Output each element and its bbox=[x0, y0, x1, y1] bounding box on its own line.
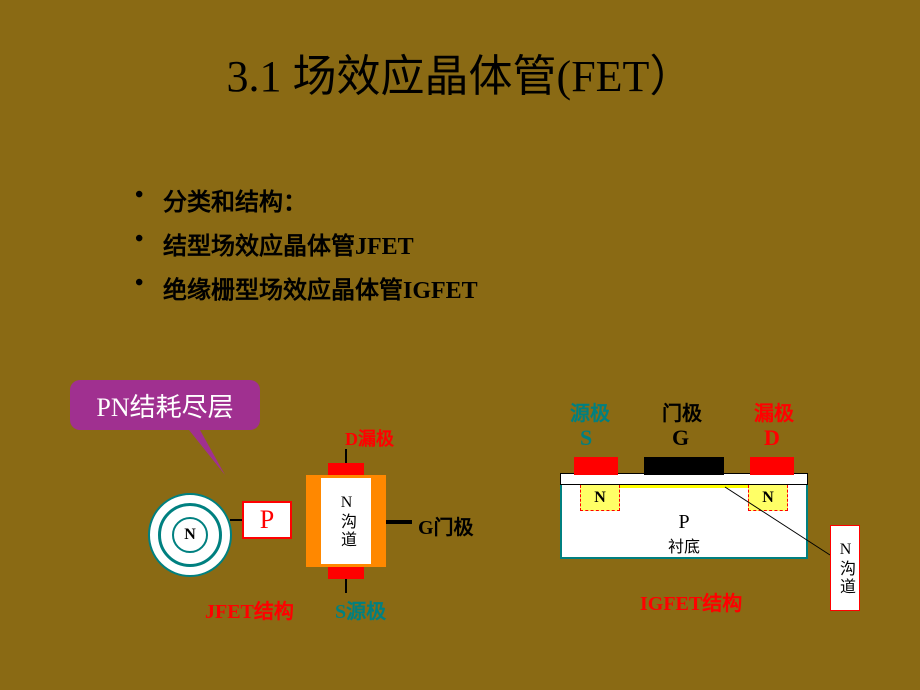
jfet-side-left bbox=[306, 475, 318, 567]
jfet-drain-label: D漏极 bbox=[345, 425, 394, 451]
igfet-n-channel-callout: N沟道 bbox=[830, 525, 860, 611]
jfet-side-right bbox=[374, 475, 386, 567]
jfet-diagram: N P N沟道 D漏极 G门极 S源极 JFET结构 bbox=[60, 405, 480, 645]
jfet-drain-contact bbox=[328, 463, 364, 475]
diagram-area: PN结耗尽层 N P N沟道 D漏极 bbox=[0, 375, 920, 675]
jfet-ring-inner: N bbox=[172, 517, 208, 553]
jfet-channel-label: N沟道 bbox=[334, 494, 358, 549]
slide-title: 3.1 场效应晶体管(FET） bbox=[0, 0, 920, 104]
jfet-channel-body: N沟道 bbox=[318, 475, 374, 567]
bullet-item: 分类和结构： bbox=[135, 182, 735, 217]
igfet-title-label: IGFET结构 bbox=[640, 587, 742, 616]
jfet-source-contact bbox=[328, 567, 364, 579]
igfet-n-channel-label: N沟道 bbox=[833, 541, 857, 596]
bullet-item: 结型场效应晶体管JFET bbox=[135, 226, 735, 261]
bullet-list: 分类和结构： 结型场效应晶体管JFET 绝缘栅型场效应晶体管IGFET bbox=[135, 182, 735, 305]
jfet-ring-label: N bbox=[184, 526, 196, 544]
jfet-gate-line bbox=[386, 520, 412, 524]
jfet-p-label: P bbox=[260, 505, 274, 535]
jfet-gate-label: G门极 bbox=[418, 511, 474, 540]
jfet-title-label: JFET结构 bbox=[205, 595, 294, 624]
jfet-drain-line bbox=[345, 449, 347, 463]
jfet-source-label: S源极 bbox=[335, 595, 386, 624]
slide: 3.1 场效应晶体管(FET） 分类和结构： 结型场效应晶体管JFET 绝缘栅型… bbox=[0, 0, 920, 690]
igfet-diagram: N N 源极 S 门极 G 漏极 D P 衬底 N沟道 IGFET结构 bbox=[540, 395, 880, 645]
bullet-item: 绝缘栅型场效应晶体管IGFET bbox=[135, 270, 735, 305]
jfet-p-region: P bbox=[242, 501, 292, 539]
jfet-source-line bbox=[345, 579, 347, 593]
